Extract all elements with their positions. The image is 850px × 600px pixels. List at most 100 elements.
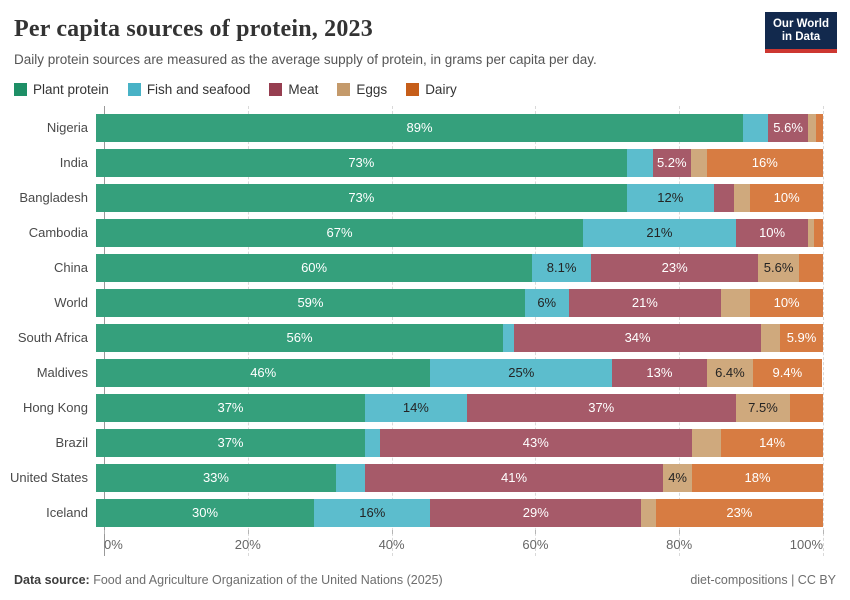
bar-segment-fish-and-seafood[interactable]: [743, 113, 768, 142]
chart-subtitle: Daily protein sources are measured as th…: [14, 52, 597, 67]
bar-segment-dairy[interactable]: 10%: [750, 183, 823, 212]
bar-segment-meat[interactable]: 5.6%: [767, 113, 809, 142]
bar-segment-eggs[interactable]: [808, 113, 817, 142]
bar-track: 67% 21% 10%: [96, 218, 823, 247]
bar-segment-plant-protein[interactable]: 33%: [96, 463, 336, 492]
bar-segment-eggs[interactable]: 4%: [663, 463, 693, 492]
legend-swatch-fish-and-seafood: [127, 83, 141, 96]
bar-segment-plant-protein[interactable]: 73%: [96, 183, 627, 212]
page-title: Per capita sources of protein, 2023: [14, 16, 373, 42]
chart-legend: Plant protein Fish and seafood Meat Eggs Dai…: [14, 82, 850, 97]
bar-segment-eggs[interactable]: [641, 498, 656, 527]
legend-label: Dairy: [425, 82, 457, 97]
bar-segment-plant-protein[interactable]: 30%: [96, 498, 315, 527]
bar-segment-fish-and-seafood[interactable]: [626, 148, 653, 177]
bar-segment-plant-protein[interactable]: 59%: [96, 288, 525, 317]
country-label: United States: [9, 470, 88, 485]
bar-segment-dairy[interactable]: 16%: [706, 148, 823, 177]
bar-segment-meat[interactable]: [713, 183, 734, 212]
chart-header: Per capita sources of protein, 2023 Dail…: [0, 0, 850, 67]
bar-segment-plant-protein[interactable]: 56%: [96, 323, 504, 352]
bar-segment-eggs[interactable]: 6.4%: [706, 358, 754, 387]
bar-segment-meat[interactable]: 5.2%: [652, 148, 691, 177]
owid-logo[interactable]: Our World in Data: [765, 12, 837, 53]
bar-segment-plant-protein[interactable]: 89%: [96, 113, 744, 142]
bar-track: 37% 14% 37% 7.5%: [96, 393, 823, 422]
bar-segment-meat[interactable]: 34%: [514, 323, 762, 352]
bar-segment-plant-protein[interactable]: 67%: [96, 218, 584, 247]
tick-mark-60: [535, 530, 537, 534]
bar-segment-meat[interactable]: 43%: [379, 428, 693, 457]
country-label: China: [54, 260, 88, 275]
bar-segment-dairy[interactable]: [816, 113, 823, 142]
bar-segment-fish-and-seafood[interactable]: 6%: [524, 288, 569, 317]
bar-segment-fish-and-seafood[interactable]: [335, 463, 365, 492]
chart-row-bangladesh: Bangladesh 73% 12% 10%: [0, 180, 850, 215]
bar-segment-eggs[interactable]: [808, 218, 815, 247]
bar-segment-meat[interactable]: 23%: [591, 253, 759, 282]
bar-segment-eggs[interactable]: [721, 288, 751, 317]
bar-segment-meat[interactable]: 13%: [612, 358, 707, 387]
country-label: World: [54, 295, 88, 310]
bar-track: 56% 34% 5.9%: [96, 323, 823, 352]
bar-segment-fish-and-seafood[interactable]: [364, 428, 380, 457]
x-axis: 0% 20% 40% 60% 80% 100%: [104, 530, 824, 556]
bar-segment-fish-and-seafood[interactable]: 16%: [314, 498, 431, 527]
bar-segment-dairy[interactable]: [790, 393, 823, 422]
country-label: Iceland: [46, 505, 88, 520]
bar-segment-dairy[interactable]: [798, 253, 823, 282]
bar-segment-meat[interactable]: 29%: [430, 498, 642, 527]
legend-item-dairy[interactable]: Dairy: [406, 82, 457, 97]
bar-segment-plant-protein[interactable]: 73%: [96, 148, 627, 177]
bar-track: 59% 6% 21% 10%: [96, 288, 823, 317]
bar-segment-dairy[interactable]: 18%: [692, 463, 823, 492]
bar-segment-eggs[interactable]: [692, 428, 722, 457]
bar-segment-fish-and-seafood[interactable]: [503, 323, 514, 352]
bar-segment-meat[interactable]: 41%: [364, 463, 664, 492]
legend-item-plant-protein[interactable]: Plant protein: [14, 82, 109, 97]
stacked-bar-chart: Nigeria 89% 5.6% India 73% 5.2% 16% Bangladesh 7…: [0, 106, 850, 556]
bar-segment-plant-protein[interactable]: 60%: [96, 253, 533, 282]
bar-segment-meat[interactable]: 10%: [735, 218, 809, 247]
bar-segment-fish-and-seafood[interactable]: 14%: [364, 393, 467, 422]
bar-segment-meat[interactable]: 37%: [466, 393, 736, 422]
bar-segment-eggs[interactable]: 7.5%: [735, 393, 791, 422]
bar-segment-fish-and-seafood[interactable]: 12%: [626, 183, 714, 212]
bar-segment-eggs[interactable]: [733, 183, 751, 212]
data-source[interactable]: Data source: Food and Agriculture Organi…: [14, 573, 443, 587]
bar-segment-fish-and-seafood[interactable]: 8.1%: [532, 253, 592, 282]
bar-segment-dairy[interactable]: 23%: [655, 498, 823, 527]
country-label: Maldives: [36, 365, 88, 380]
tick-mark-80: [679, 530, 681, 534]
bar-segment-plant-protein[interactable]: 46%: [96, 358, 431, 387]
legend-swatch-meat: [269, 83, 283, 96]
bar-segment-fish-and-seafood[interactable]: 25%: [430, 358, 613, 387]
bar-segment-dairy[interactable]: 14%: [721, 428, 823, 457]
bar-segment-dairy[interactable]: [814, 218, 823, 247]
owid-logo-line2: in Data: [781, 31, 821, 43]
bar-segment-dairy[interactable]: 10%: [750, 288, 823, 317]
tick-label-60: 60%: [522, 537, 549, 552]
bar-track: 46% 25% 13% 6.4% 9.4%: [96, 358, 823, 387]
bar-segment-plant-protein[interactable]: 37%: [96, 428, 365, 457]
bar-segment-eggs[interactable]: 5.6%: [758, 253, 799, 282]
bar-segment-meat[interactable]: 21%: [568, 288, 722, 317]
bar-track: 73% 12% 10%: [96, 183, 823, 212]
legend-item-eggs[interactable]: Eggs: [337, 82, 387, 97]
chart-row-india: India 73% 5.2% 16%: [0, 145, 850, 180]
tick-label-40: 40%: [378, 537, 405, 552]
legend-swatch-eggs: [337, 83, 351, 96]
bar-segment-plant-protein[interactable]: 37%: [96, 393, 365, 422]
bar-segment-fish-and-seafood[interactable]: 21%: [583, 218, 736, 247]
tick-mark-40: [391, 530, 393, 534]
bar-segment-eggs[interactable]: [690, 148, 707, 177]
bar-segment-dairy[interactable]: 9.4%: [753, 358, 822, 387]
tick-mark-20: [247, 530, 249, 534]
chart-footer: Data source: Food and Agriculture Organi…: [14, 573, 836, 587]
legend-item-fish-and-seafood[interactable]: Fish and seafood: [127, 82, 250, 97]
bar-segment-eggs[interactable]: [761, 323, 781, 352]
license-link[interactable]: diet-compositions | CC BY: [690, 573, 836, 587]
legend-item-meat[interactable]: Meat: [269, 82, 318, 97]
bar-segment-dairy[interactable]: 5.9%: [780, 323, 823, 352]
country-label: Cambodia: [28, 225, 88, 240]
